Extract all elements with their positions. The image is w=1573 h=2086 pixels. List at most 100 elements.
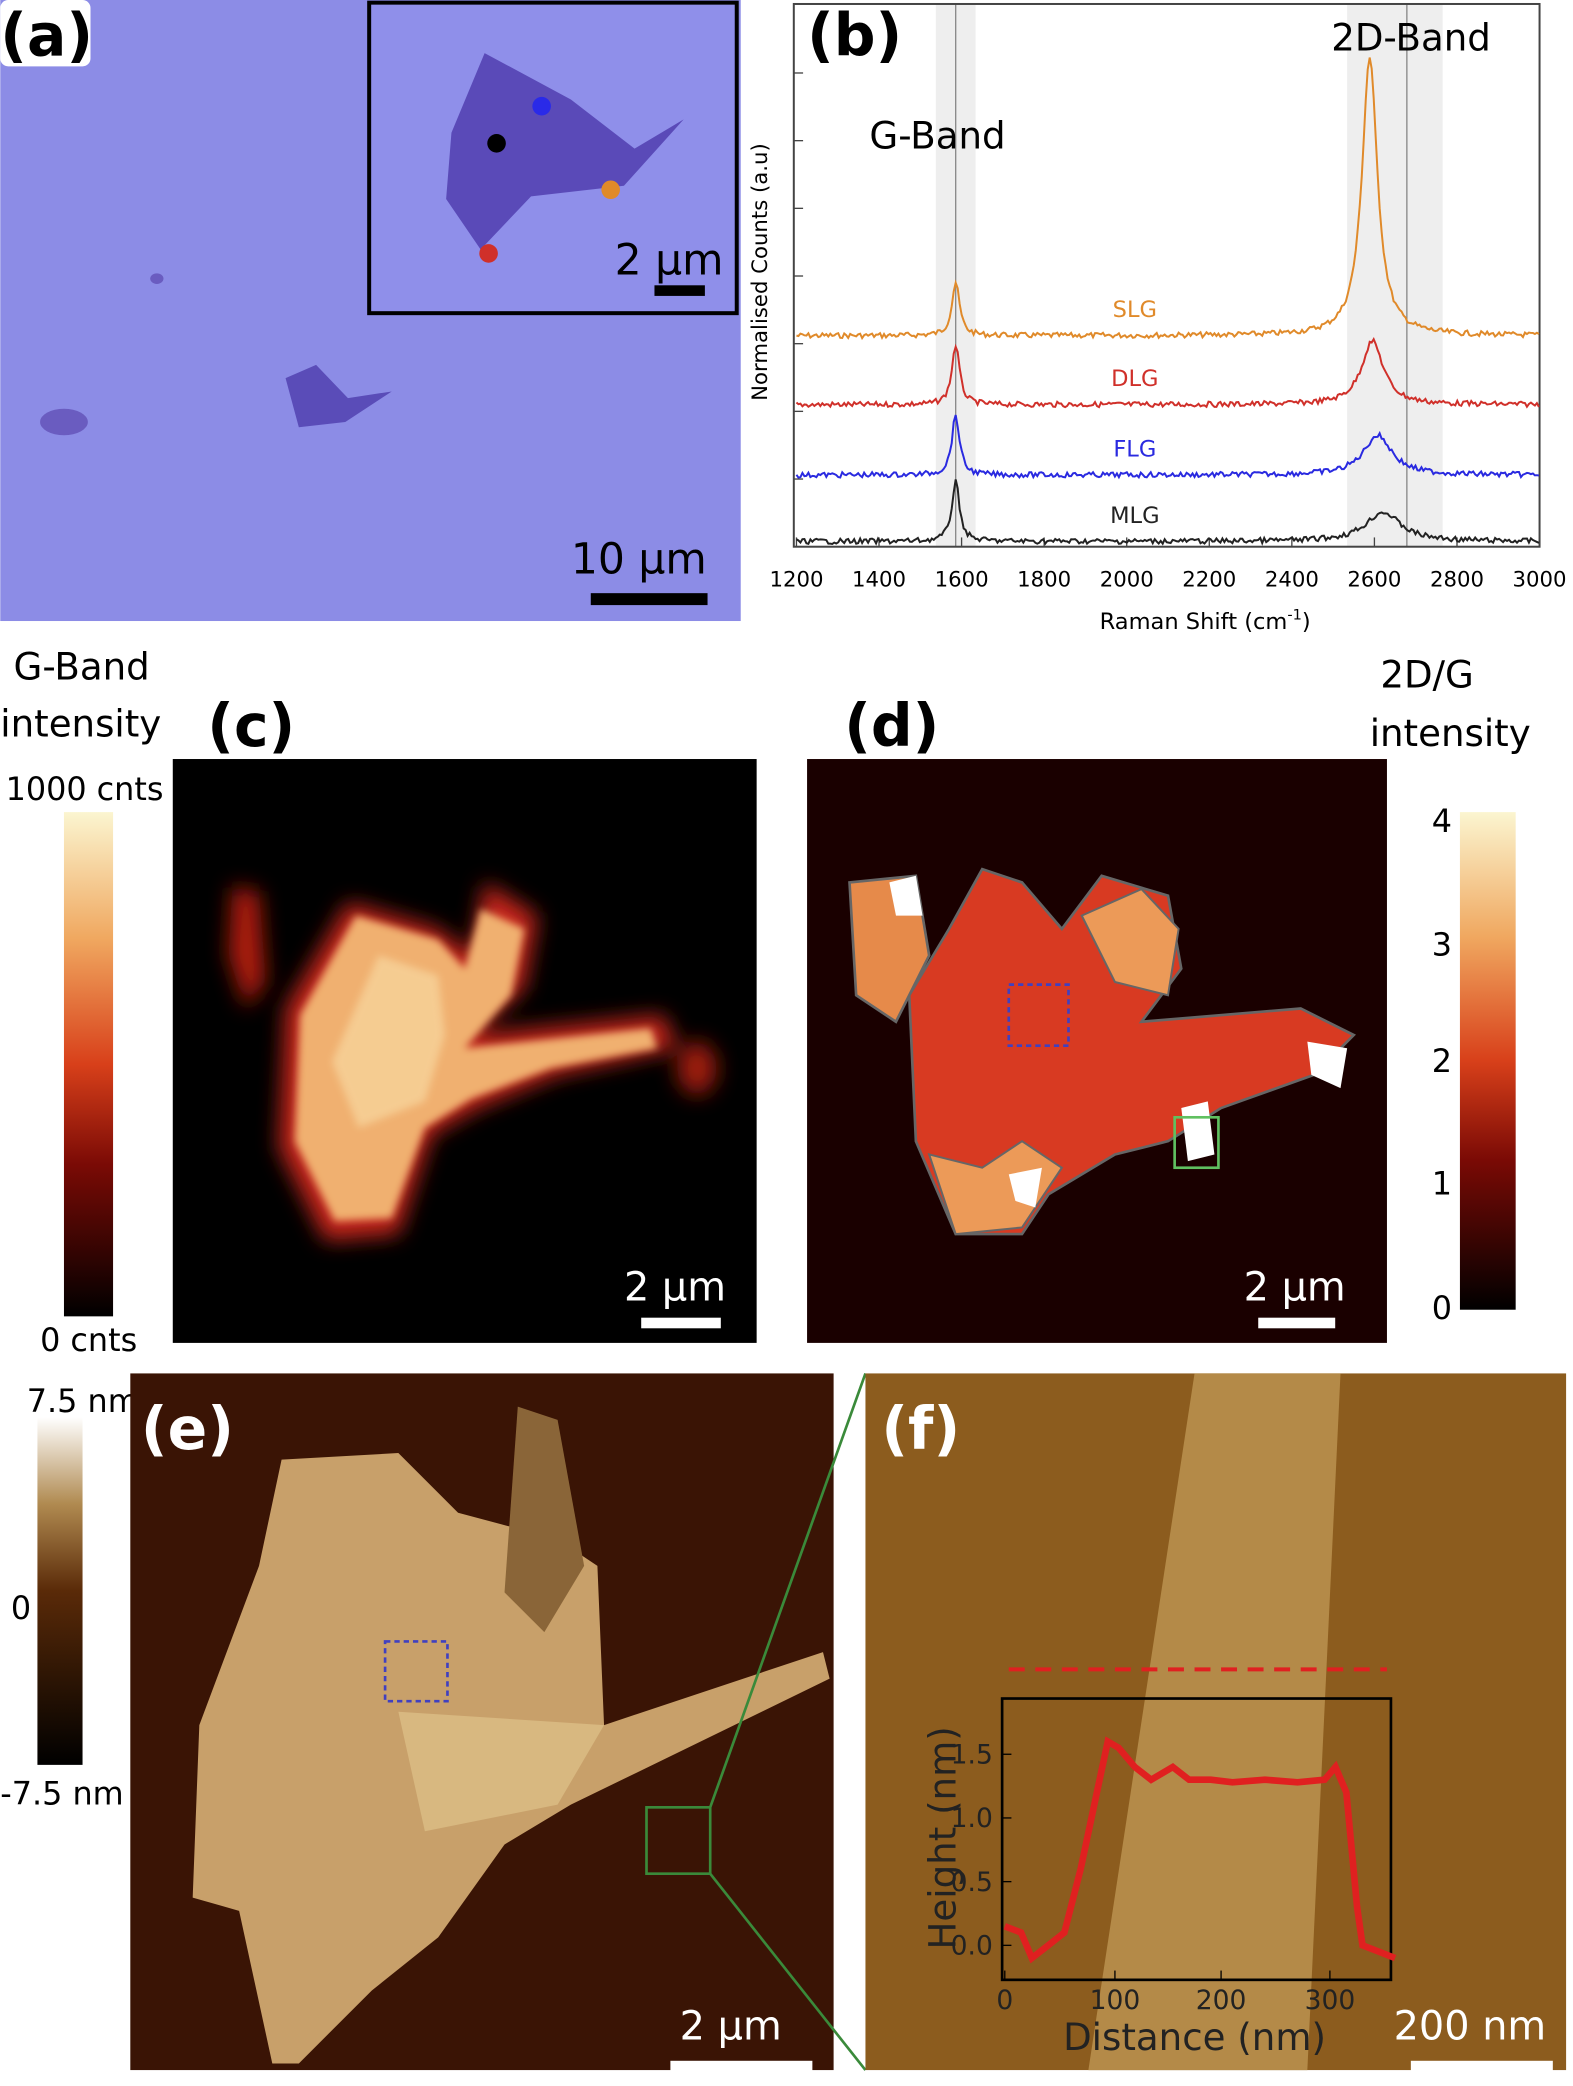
colorbar-tick: 2: [1432, 1042, 1452, 1080]
region-marker: [383, 1640, 449, 1703]
colorbar-title: intensity: [0, 702, 161, 745]
spectrum: [796, 57, 1540, 341]
colorbar-min: 0 cnts: [40, 1321, 137, 1359]
x-tick-label: 1400: [852, 568, 906, 593]
x-axis-title-text: Raman Shift (cm: [1100, 609, 1288, 635]
panel-e: 7.5 nm 0 -7.5 nm (e) 2 μm: [0, 1372, 867, 2072]
flake-edge: [927, 1139, 1064, 1236]
inset-flake: [446, 53, 684, 250]
colorbar-tick: 3: [1432, 925, 1452, 963]
inset-frame: [1000, 1697, 1393, 1982]
inset-y-title: Height (nm): [922, 1726, 965, 1949]
colorbar-title: 2D/G: [1380, 653, 1474, 696]
x-tick-label: 1200: [769, 568, 823, 593]
flake: [40, 408, 88, 436]
inset-x-tick-label: 200: [1196, 1985, 1247, 2016]
scale-bar: [641, 1317, 721, 1329]
x-tick-label: 2000: [1100, 568, 1154, 593]
spectrum: [795, 479, 1540, 546]
panel-label: (d): [844, 692, 939, 760]
flake: [285, 364, 392, 428]
colorbar-tick: 0: [1432, 1289, 1452, 1327]
spectrum: [795, 414, 1540, 480]
inset-x-tick-label: 0: [996, 1985, 1013, 2016]
scale-label: 10 μm: [571, 535, 707, 584]
scale-bar: [1410, 2060, 1553, 2072]
region-marker: [1173, 1115, 1220, 1170]
colorbar: [37, 1417, 83, 1765]
height-profile: [1003, 1736, 1397, 1964]
point-flg: [601, 180, 620, 200]
panel-a: 2 μm 10 μm (a): [0, 0, 741, 622]
spectrum-label: DLG: [1111, 366, 1158, 392]
inset-y-tick-label: 1.5: [951, 1740, 993, 1771]
saturated-spot: [1008, 1167, 1042, 1208]
scale-bar: [654, 285, 705, 296]
scale-label: 2 μm: [680, 2004, 782, 2050]
colorbar: [1459, 812, 1516, 1310]
panel-label: (b): [807, 2, 902, 70]
peak-label: G-Band: [869, 115, 1005, 158]
colorbar-tick: 7.5 nm: [27, 1382, 139, 1420]
panel-d: (d) 2D/G intensity 4 3 2 1 0 2 μm: [807, 653, 1531, 1343]
x-tick-label: 1600: [935, 568, 989, 593]
saturated-spot: [1307, 1041, 1348, 1089]
colorbar-tick: -7.5 nm: [0, 1775, 123, 1813]
inset-x-title: Distance (nm): [1063, 2016, 1326, 2059]
x-tick-label: 2600: [1347, 568, 1401, 593]
colorbar-tick: 0: [11, 1589, 31, 1627]
point-dlg: [479, 244, 498, 263]
plot-frame: [792, 2, 1541, 548]
scale-bar: [670, 2060, 813, 2072]
scale-label: 200 nm: [1394, 2004, 1547, 2050]
spectrum-label: FLG: [1113, 436, 1156, 462]
inset-y-tick-label: 1.0: [951, 1803, 993, 1834]
scale-label: 2 μm: [624, 1264, 726, 1310]
panel-c: G-Band intensity (c) 1000 cnts 0 cnts 2 …: [0, 645, 757, 1359]
zoom-line: [709, 1872, 867, 2071]
peak-label: 2D-Band: [1331, 16, 1491, 59]
panel-label: (c): [207, 692, 295, 760]
scale-bar: [1258, 1317, 1336, 1329]
y-axis-title: Normalised Counts (a.u): [748, 143, 773, 401]
x-axis-title-sup: -1: [1287, 607, 1302, 624]
2d-band-region: [1347, 3, 1443, 547]
colorbar-max: 1000 cnts: [6, 770, 164, 808]
flake-core: [332, 955, 445, 1128]
region-marker: [1007, 983, 1070, 1047]
x-tick-label: 3000: [1513, 568, 1567, 593]
panel-label: (e): [141, 1395, 234, 1463]
scale-label: 2 μm: [1244, 1264, 1346, 1310]
point-slg: [532, 96, 551, 116]
x-tick-label: 2800: [1430, 568, 1484, 593]
panel-b: G-Band 2D-Band Normalised Counts (a.u) R…: [748, 2, 1566, 635]
colorbar-title: intensity: [1370, 712, 1531, 755]
flake: [504, 1406, 585, 1633]
colorbar-title: G-Band: [14, 645, 150, 688]
inset-y-tick-label: 0.5: [951, 1867, 993, 1898]
inset-y-tick-label: 0.0: [951, 1931, 993, 1962]
decoration: [677, 1041, 717, 1095]
x-axis-title: Raman Shift (cm-1): [1100, 607, 1311, 635]
flake: [150, 273, 164, 284]
flake-band: [1088, 1373, 1341, 2071]
scale-bar: [590, 593, 708, 606]
region-marker: [645, 1806, 712, 1876]
inset-x-tick-label: 100: [1090, 1985, 1141, 2016]
decoration: [228, 886, 266, 1009]
colorbar-tick: 1: [1432, 1164, 1452, 1202]
colorbar: [63, 812, 114, 1317]
spectrum-label: MLG: [1110, 503, 1160, 529]
x-tick-label: 2400: [1265, 568, 1319, 593]
panel-f: Height (nm) Distance (nm) (f) 200 nm 1.5…: [865, 1373, 1567, 2072]
point-mlg: [487, 134, 506, 153]
panel-label: (f): [881, 1395, 960, 1463]
flake-edge: [1080, 887, 1180, 997]
colorbar-tick: 4: [1432, 802, 1452, 840]
x-axis-title-end: ): [1302, 609, 1311, 635]
scale-label: 2 μm: [615, 237, 724, 286]
inset-x-tick-label: 300: [1305, 1985, 1356, 2016]
zoom-line: [708, 1372, 867, 1808]
